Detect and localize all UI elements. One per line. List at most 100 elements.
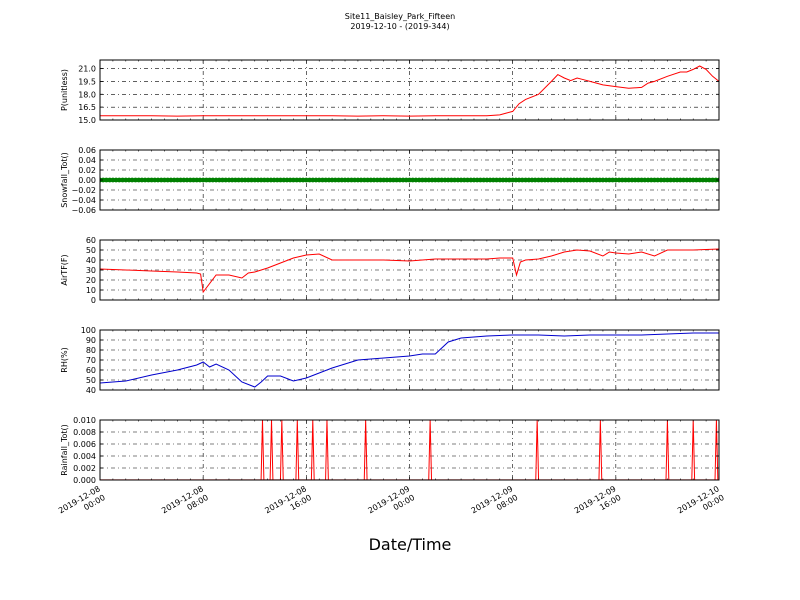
series-point [668, 177, 673, 183]
y-tick-label: 40 [86, 386, 96, 395]
rain-spike [691, 420, 696, 480]
y-tick-label: 20 [86, 276, 96, 285]
y-tick-label: 19.5 [78, 77, 96, 86]
series-point [626, 177, 632, 183]
y-tick-label: 0.02 [78, 166, 96, 175]
series-point [642, 177, 648, 183]
y-axis-label: Snowfall_Tot() [60, 152, 69, 208]
series-point [142, 177, 148, 183]
y-tick-label: 0.004 [73, 452, 96, 461]
series [100, 420, 719, 480]
series [100, 248, 719, 294]
y-tick-label: −0.06 [71, 206, 96, 215]
series-point [507, 177, 512, 183]
series-line [100, 65, 719, 117]
series-point [155, 177, 161, 183]
series-point [519, 177, 525, 183]
series-point [545, 177, 551, 183]
rain-spike [598, 420, 603, 480]
y-tick-label: 100 [81, 326, 96, 335]
rain-spike [295, 420, 300, 480]
y-tick-label: 80 [86, 346, 96, 355]
y-axis-label: Rainfall_Tot() [60, 424, 69, 476]
series-point [413, 177, 419, 183]
series-point [655, 177, 661, 183]
series-point [249, 177, 254, 183]
y-axis-label: RH(%) [60, 347, 69, 372]
series-point [278, 177, 283, 183]
series-point [210, 177, 216, 183]
rain-spike [428, 420, 433, 480]
subplots: 15.016.518.019.521.0P(unitless)−0.06−0.0… [60, 59, 720, 485]
series-point [358, 177, 364, 183]
series-point [465, 177, 470, 183]
series-point [116, 177, 122, 183]
series-point [332, 177, 338, 183]
y-tick-label: 0.04 [78, 156, 96, 165]
y-tick-label: 16.5 [78, 103, 96, 112]
series-point [345, 177, 351, 183]
y-tick-label: 40 [86, 256, 96, 265]
series [100, 65, 719, 117]
rain-spike [665, 420, 670, 480]
y-axis-label: P(unitless) [60, 69, 69, 111]
subplot-1: 15.0 16.5 18.0 19.5 21.0 P(unitless) [60, 59, 720, 125]
series-point [316, 177, 322, 183]
series-point [129, 177, 135, 183]
y-tick-label: 90 [86, 336, 96, 345]
series-point [613, 177, 619, 183]
series-point [184, 177, 190, 183]
series-point [681, 177, 686, 183]
subplot-5: 0.000 0.002 0.004 0.006 0.008 0.010 Rainfall_T… [60, 416, 720, 485]
y-axis-label: AirTF(F) [60, 254, 69, 285]
y-tick-label: 60 [86, 366, 96, 375]
y-tick-label: 0 [91, 296, 96, 305]
rain-spike [363, 420, 368, 480]
y-tick-label: 50 [86, 376, 96, 385]
series-point [397, 177, 403, 183]
rain-spike [260, 420, 265, 480]
y-tick-label: 0.002 [73, 464, 96, 473]
series-point [587, 177, 593, 183]
y-tick-label: 60 [86, 236, 96, 245]
series-point [223, 177, 229, 183]
x-axis-label: Date/Time [369, 535, 452, 554]
series-point [694, 177, 699, 183]
chart-subtitle: 2019-12-10 - (2019-344) [350, 22, 449, 31]
series-point [452, 177, 457, 183]
series [100, 332, 719, 388]
series-point [426, 177, 432, 183]
rain-spike [269, 420, 274, 480]
rain-spike [714, 420, 719, 480]
y-tick-label: 0.010 [73, 416, 96, 425]
series-point [558, 177, 564, 183]
series-point [168, 177, 174, 183]
series-line [100, 332, 719, 388]
series-point [706, 177, 712, 183]
y-tick-label: −0.04 [71, 196, 96, 205]
rain-spike [535, 420, 540, 480]
series [100, 177, 719, 183]
rain-spike [279, 420, 284, 480]
y-tick-label: 50 [86, 246, 96, 255]
series-point [439, 177, 445, 183]
series-point [384, 177, 390, 183]
y-tick-label: 0.008 [73, 428, 96, 437]
series-point [478, 177, 483, 183]
y-tick-label: −0.02 [71, 186, 96, 195]
series-point [494, 177, 499, 183]
y-tick-label: 15.0 [78, 116, 96, 125]
series-point [104, 177, 109, 183]
series-point [600, 177, 606, 183]
series-line [100, 248, 719, 294]
rain-spike [325, 420, 329, 480]
rain-spike [310, 420, 315, 480]
